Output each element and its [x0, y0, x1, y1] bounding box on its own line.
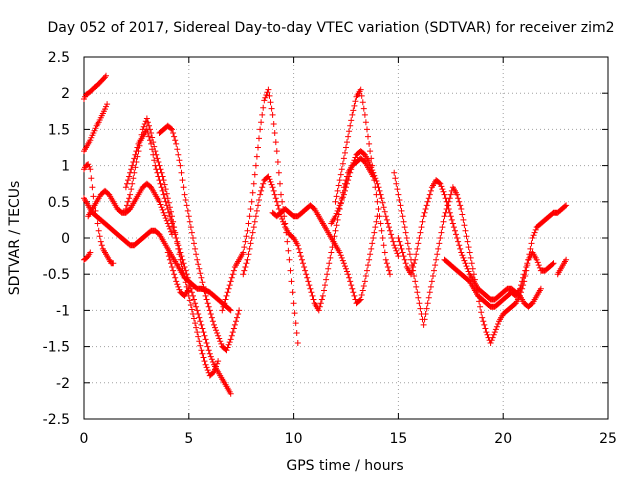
data-point-markers	[122, 126, 234, 397]
y-tick-label: 2	[61, 86, 70, 102]
data-point-markers	[81, 161, 117, 267]
data-point-markers	[81, 101, 111, 155]
x-tick-label: 15	[389, 431, 407, 447]
data-point-markers	[441, 249, 557, 310]
y-tick-label: -1.5	[43, 340, 70, 356]
data-markers	[81, 72, 570, 397]
series-sat-b	[81, 101, 111, 155]
data-point-markers	[156, 122, 243, 354]
y-tick-label: -2.5	[43, 412, 70, 428]
series-sat-o	[328, 148, 402, 260]
series-sat-s	[554, 256, 570, 278]
series-sat-i	[156, 122, 243, 354]
chart-title: Day 052 of 2017, Sidereal Day-to-day VTE…	[48, 20, 615, 36]
x-tick-label: 5	[184, 431, 193, 447]
series-sat-l	[240, 155, 377, 314]
data-point-markers	[81, 195, 234, 314]
series-sat-e	[81, 195, 234, 314]
series-sat-j	[164, 249, 192, 299]
series-sat-g	[122, 126, 234, 397]
data-point-markers	[81, 72, 109, 102]
series-sat-r	[441, 249, 557, 310]
data-point-markers	[332, 86, 393, 278]
y-tick-label: -0.5	[43, 267, 70, 283]
data-point-markers	[219, 86, 301, 346]
data-point-markers	[81, 249, 94, 263]
x-tick-label: 20	[494, 431, 512, 447]
y-tick-labels: -2.5 -2 -1.5 -1 -0.5 0 0.5 1 1.5 2 2.5	[43, 50, 70, 428]
series-sat-p	[391, 169, 570, 346]
plot-frame	[83, 56, 609, 420]
y-tick-label: -1	[56, 303, 70, 319]
y-tick-label: 1.5	[48, 122, 70, 138]
series-sat-c	[81, 161, 117, 267]
y-tick-label: 0.5	[48, 195, 70, 211]
data-point-markers	[391, 169, 570, 346]
series-sat-n	[332, 86, 393, 278]
data-point-markers	[328, 148, 402, 260]
data-point-markers	[554, 256, 570, 278]
y-tick-label: -2	[56, 376, 70, 392]
series-sat-a	[81, 72, 109, 102]
data-point-markers	[269, 202, 381, 307]
y-tick-label: 2.5	[48, 50, 70, 66]
y-tick-label: 1	[61, 159, 70, 175]
series-sat-q	[395, 177, 544, 310]
data-point-markers	[85, 180, 175, 238]
x-tick-label: 10	[285, 431, 303, 447]
x-tick-labels: 0 5 10 15 20 25	[80, 431, 617, 447]
series-sat-d	[81, 249, 94, 263]
x-tick-label: 0	[80, 431, 89, 447]
series-sat-f	[85, 180, 175, 238]
x-tick-label: 25	[599, 431, 617, 447]
y-tick-label: 0	[61, 231, 70, 247]
x-axis-label: GPS time / hours	[286, 458, 403, 474]
data-point-markers	[395, 177, 544, 310]
series-sat-k	[219, 86, 301, 346]
data-point-markers	[240, 155, 377, 314]
y-axis-label: SDTVAR / TECUs	[7, 181, 23, 296]
data-point-markers	[164, 249, 192, 299]
series-sat-m	[269, 202, 381, 307]
